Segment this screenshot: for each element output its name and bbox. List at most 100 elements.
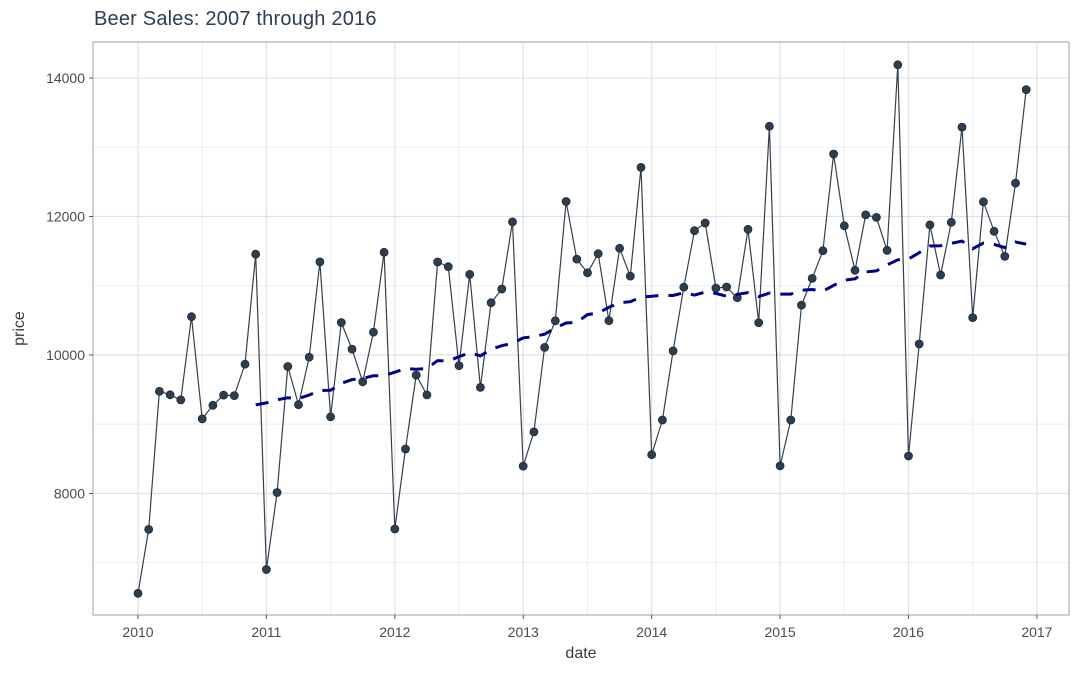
panel-background bbox=[93, 42, 1069, 615]
data-point bbox=[497, 284, 507, 294]
moving-average-layer bbox=[255, 239, 1027, 407]
price-line bbox=[137, 64, 1027, 594]
y-tick-label: 14000 bbox=[46, 70, 85, 86]
data-point bbox=[133, 588, 143, 598]
data-point bbox=[390, 524, 400, 534]
data-point bbox=[839, 221, 849, 231]
data-point bbox=[946, 217, 956, 227]
data-point bbox=[807, 273, 817, 283]
x-tick-label: 2013 bbox=[508, 624, 539, 640]
data-point bbox=[754, 318, 764, 328]
data-point bbox=[765, 121, 774, 131]
data-point bbox=[561, 197, 571, 206]
data-point bbox=[936, 270, 945, 280]
data-point bbox=[583, 268, 592, 278]
data-point bbox=[550, 316, 560, 326]
data-point bbox=[229, 391, 239, 401]
data-point bbox=[979, 197, 988, 207]
data-point bbox=[165, 390, 175, 400]
data-point bbox=[187, 312, 196, 322]
moving-average-line bbox=[255, 239, 1027, 407]
data-point bbox=[508, 217, 517, 227]
data-point bbox=[219, 390, 229, 400]
data-point bbox=[593, 249, 603, 259]
panel-border-layer bbox=[92, 41, 1070, 616]
data-point bbox=[540, 342, 549, 352]
x-tick-label: 2010 bbox=[122, 624, 153, 640]
data-point bbox=[668, 346, 678, 356]
gridlines bbox=[93, 42, 1069, 615]
data-point bbox=[518, 461, 528, 471]
data-point bbox=[615, 243, 624, 253]
data-point bbox=[700, 218, 710, 228]
data-point bbox=[443, 262, 453, 272]
data-point bbox=[797, 300, 806, 310]
data-point bbox=[529, 427, 539, 437]
data-point bbox=[829, 149, 838, 159]
data-point bbox=[743, 224, 753, 234]
data-point bbox=[379, 247, 389, 257]
data-point bbox=[261, 565, 271, 574]
data-point bbox=[486, 298, 496, 308]
data-point bbox=[818, 246, 828, 256]
data-point bbox=[411, 370, 421, 380]
data-point bbox=[475, 382, 485, 392]
data-point bbox=[368, 327, 378, 337]
data-point bbox=[154, 386, 164, 396]
x-tick-label: 2014 bbox=[636, 624, 667, 640]
chart-title: Beer Sales: 2007 through 2016 bbox=[94, 8, 377, 30]
data-point bbox=[465, 269, 475, 279]
data-point bbox=[176, 395, 186, 405]
data-point bbox=[775, 461, 785, 471]
data-point bbox=[882, 245, 892, 255]
data-point bbox=[294, 400, 303, 410]
price-series-layer bbox=[133, 60, 1031, 598]
data-point bbox=[272, 488, 282, 497]
y-tick-label: 8000 bbox=[54, 485, 85, 501]
data-point bbox=[604, 316, 614, 326]
x-tick-label: 2017 bbox=[1021, 624, 1052, 640]
data-point bbox=[347, 344, 357, 354]
data-point bbox=[690, 226, 699, 236]
data-point bbox=[893, 60, 903, 70]
data-point bbox=[625, 271, 635, 281]
data-point bbox=[968, 313, 978, 323]
data-point bbox=[251, 249, 261, 259]
data-point bbox=[1011, 178, 1020, 188]
data-point bbox=[1021, 85, 1031, 94]
data-point bbox=[861, 210, 871, 220]
x-tick-label: 2015 bbox=[764, 624, 795, 640]
data-point bbox=[957, 122, 967, 132]
data-point bbox=[144, 525, 154, 534]
data-point bbox=[872, 212, 881, 222]
data-point bbox=[358, 377, 368, 387]
data-point bbox=[636, 162, 646, 172]
data-point bbox=[925, 220, 935, 230]
data-point bbox=[711, 283, 721, 293]
data-point bbox=[315, 257, 325, 267]
x-tick-label: 2012 bbox=[379, 624, 410, 640]
data-point bbox=[679, 282, 689, 292]
y-tick-label: 12000 bbox=[46, 208, 85, 224]
y-tick-label: 10000 bbox=[46, 347, 85, 363]
axis-layer: 8000 10000 12000 14000 2010 2011 2012 2013 2014 2… bbox=[46, 70, 1053, 640]
data-point bbox=[401, 444, 410, 454]
x-axis-title: date bbox=[565, 645, 596, 662]
data-point bbox=[572, 254, 582, 264]
data-point bbox=[422, 390, 432, 400]
data-point bbox=[786, 415, 796, 425]
data-point bbox=[904, 451, 913, 461]
data-point bbox=[336, 318, 346, 327]
data-point bbox=[304, 352, 314, 362]
data-point bbox=[326, 412, 336, 422]
data-point bbox=[208, 400, 218, 410]
data-point bbox=[240, 359, 250, 369]
x-tick-label: 2011 bbox=[251, 624, 281, 640]
panel-border bbox=[92, 41, 1070, 616]
data-point bbox=[647, 450, 657, 460]
data-point bbox=[433, 257, 443, 267]
data-point bbox=[722, 282, 731, 292]
data-point bbox=[1000, 251, 1010, 261]
